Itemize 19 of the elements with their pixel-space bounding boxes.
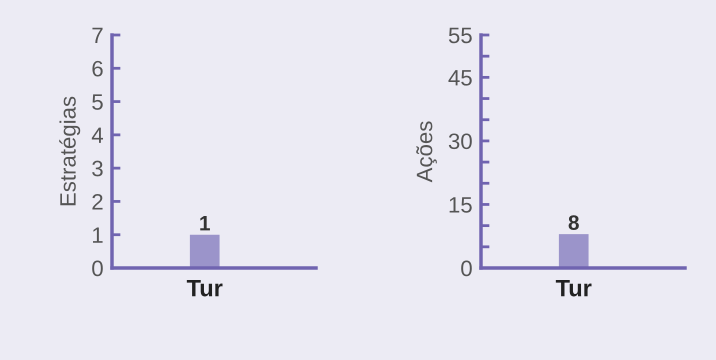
y-tick-label: 0 [92,260,103,276]
y-tick-label: 45 [448,70,472,86]
y-tick-label: 15 [450,197,472,213]
x-tick-label: Tur [556,280,592,296]
y-axis-title: Ações [416,121,437,182]
y-tick-label: 0 [461,260,472,276]
x-tick-label: Tur [186,280,223,296]
y-tick-label: 7 [92,28,103,44]
y-tick-label: 2 [92,194,103,210]
data-label: 8 [568,215,579,230]
y-axis-title: Estratégias [59,96,80,206]
y-tick-label: 6 [92,60,103,77]
data-label: 1 [200,216,210,230]
y-tick-label: 1 [93,227,103,243]
y-tick-label: 3 [92,160,103,176]
y-tick-label: 55 [448,28,472,44]
y-tick-label: 4 [92,128,104,143]
y-tick-label: 30 [448,133,472,150]
y-tick-label: 5 [92,94,103,110]
